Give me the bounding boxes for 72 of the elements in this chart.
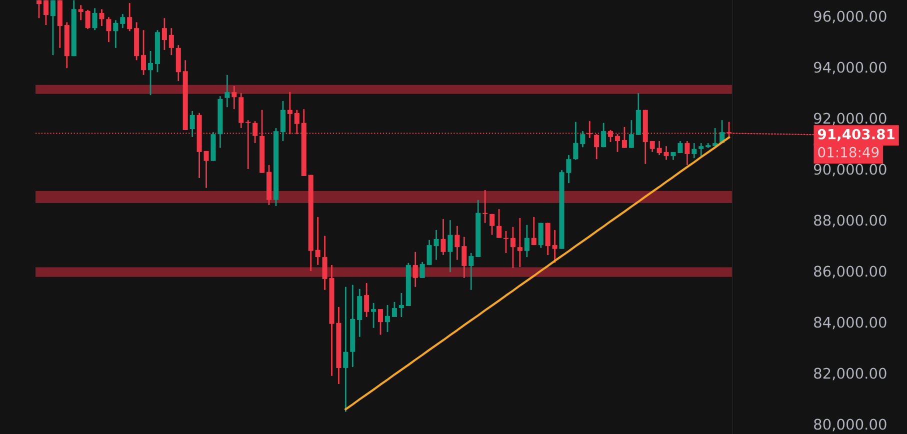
candlestick [664,145,669,161]
candlestick [99,8,104,27]
candlestick [580,130,586,148]
candlestick [113,19,118,49]
candlestick [490,213,495,236]
candlestick [412,251,418,288]
candlestick [656,140,662,156]
candlestick [392,301,397,318]
y-tick-label: 94,000.00 [814,62,886,74]
y-tick-label: 90,000.00 [814,164,886,176]
candlestick [440,218,446,256]
candlestick [357,288,362,338]
candlestick [92,7,98,31]
candlestick [315,216,320,266]
candlestick [531,216,536,246]
candlestick [120,13,126,29]
candlestick [454,225,460,261]
candlestick [698,142,704,157]
candlestick [448,219,453,273]
candlestick [343,286,348,413]
candlestick [468,252,474,291]
candlestick [162,17,167,51]
candlestick [601,122,606,148]
candlestick [496,208,502,239]
candlestick [510,226,516,269]
candlestick [141,29,146,76]
candlestick [573,121,578,161]
candlestick [614,133,620,153]
y-tick-label: 92,000.00 [814,112,886,126]
y-tick-label: 86,000.00 [814,266,886,278]
candlestick [85,9,90,30]
candlestick [503,230,508,254]
candlestick [106,16,112,43]
candlestick [384,304,390,333]
candlestick [364,282,370,318]
y-tick-label: 80,000.00 [814,418,886,432]
candlestick [43,0,48,26]
y-tick-label: 88,000.00 [814,214,886,228]
y-tick-label: 84,000.00 [814,316,886,330]
candlestick [420,261,425,279]
text: 01:18:49 [818,146,879,158]
candlestick [36,0,42,19]
candlestick [378,308,384,336]
candlestick [168,27,174,56]
candlestick [426,239,432,266]
candlestick [650,140,655,153]
candlestick [552,229,558,264]
candlestick [398,292,404,318]
candlestick [538,222,544,249]
candlestick [148,50,154,96]
candlestick [232,85,237,110]
candlestick [204,150,209,189]
candlestick [224,74,230,108]
candlestick [545,222,550,256]
candlestick [517,217,522,268]
candlestick [280,100,286,142]
candlestick [127,2,132,32]
candlestick [482,189,488,224]
candlestick [50,0,56,56]
y-tick-label: 96,000.00 [814,10,886,24]
candlestick [462,236,467,279]
candlestick [692,142,697,159]
candlestick [628,119,634,149]
ref-line-label: 91,403.81 [818,128,894,142]
candlestick [684,140,690,166]
candlestick [434,229,439,261]
candlestick [524,224,530,258]
candlestick [78,4,84,21]
candlestick [371,302,376,329]
candlestick [190,110,195,138]
candlestick [566,154,572,184]
y-tick-label: 82,000.00 [814,368,886,380]
